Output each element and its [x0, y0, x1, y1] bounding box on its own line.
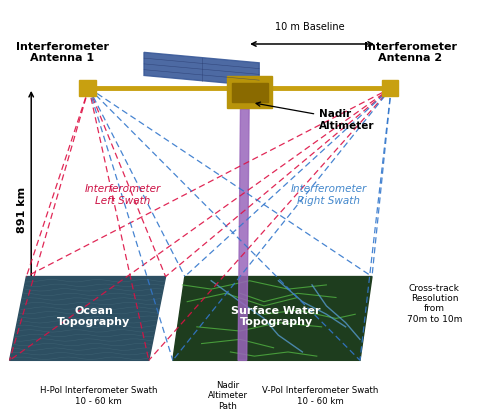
Text: Interferometer
Antenna 2: Interferometer Antenna 2 — [364, 41, 457, 63]
Text: Interferometer
Left Swath: Interferometer Left Swath — [84, 184, 160, 206]
Text: 891 km: 891 km — [17, 186, 26, 233]
Text: Ocean
Topography: Ocean Topography — [57, 305, 130, 327]
Text: Nadir
Altimeter
Path: Nadir Altimeter Path — [208, 381, 248, 411]
Text: Interferometer
Right Swath: Interferometer Right Swath — [291, 184, 367, 206]
Bar — [232, 83, 268, 102]
Text: Cross-track
Resolution
from
70m to 10m: Cross-track Resolution from 70m to 10m — [407, 284, 462, 324]
Text: Surface Water
Topography: Surface Water Topography — [231, 305, 321, 327]
Polygon shape — [238, 109, 249, 360]
Text: 10 m Baseline: 10 m Baseline — [275, 22, 345, 32]
Polygon shape — [10, 277, 166, 360]
Text: Interferometer
Antenna 1: Interferometer Antenna 1 — [16, 41, 109, 63]
Text: V-Pol Interferometer Swath
10 - 60 km: V-Pol Interferometer Swath 10 - 60 km — [263, 386, 379, 406]
Polygon shape — [173, 277, 372, 360]
FancyBboxPatch shape — [227, 76, 272, 108]
Text: Nadir
Altimeter: Nadir Altimeter — [256, 102, 375, 131]
Bar — [382, 80, 398, 96]
Text: H-Pol Interferometer Swath
10 - 60 km: H-Pol Interferometer Swath 10 - 60 km — [40, 386, 157, 406]
Bar — [79, 80, 96, 96]
Polygon shape — [144, 52, 259, 86]
